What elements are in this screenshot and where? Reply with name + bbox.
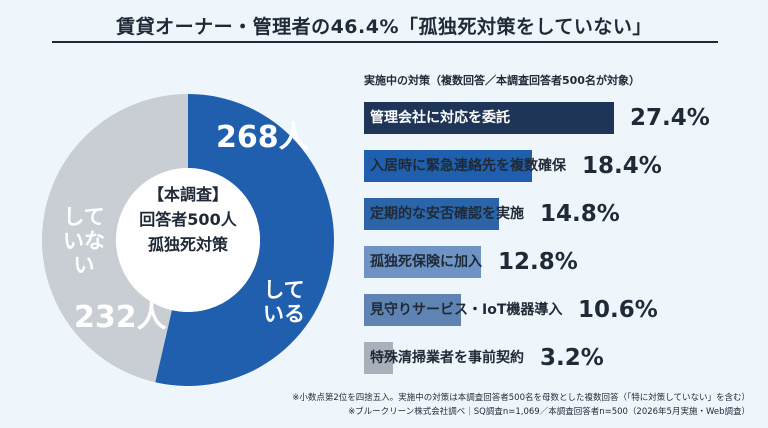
bar-row: 孤独死保険に加入 12.8%: [364, 246, 754, 278]
bar-value-label: 10.6%: [578, 297, 658, 323]
donut-center-label: 【本調査】 回答者500人 孤独死対策: [138, 182, 238, 257]
bar-row: 入居時に緊急連絡先を複数確保 18.4%: [364, 150, 754, 182]
bar: [364, 246, 481, 278]
bar: [364, 198, 499, 230]
bar-chart-title: 実施中の対策（複数回答／本調査回答者500名が対象）: [364, 74, 640, 87]
footnote-2: ※ブルークリーン株式会社調べ｜SQ調査n=1,069／本調査回答者n=500（2…: [348, 407, 750, 417]
donut-slice-0: [155, 94, 334, 386]
donut-slice-1: [41, 94, 188, 383]
bar-row: 特殊清掃業者を事前契約 3.2%: [364, 342, 754, 374]
slice-label-line: して: [263, 278, 305, 302]
center-line-1: 【本調査】: [147, 185, 228, 204]
bar-value-label: 3.2%: [540, 345, 604, 371]
center-line-2: 回答者500人: [139, 210, 237, 229]
bar-category-label: 管理会社に対応を委託: [370, 110, 510, 126]
bar-category-label: 定期的な安否確認を実施: [370, 206, 524, 222]
slice-label-line: いる: [263, 302, 305, 326]
bar-value-label: 18.4%: [582, 153, 662, 179]
bar: [364, 102, 614, 134]
bar-value-label: 27.4%: [630, 105, 710, 131]
bar: [364, 294, 461, 326]
bar-category-label: 見守りサービス・IoT機器導入: [370, 302, 563, 318]
bar-row: 定期的な安否確認を実施 14.8%: [364, 198, 754, 230]
bar-category-label: 特殊清掃業者を事前契約: [370, 350, 524, 366]
title-underline: [52, 41, 718, 43]
center-line-3: 孤独死対策: [147, 235, 228, 254]
bar-value-label: 14.8%: [540, 201, 620, 227]
bar-value-label: 12.8%: [498, 249, 578, 275]
slice-label-line: して: [63, 205, 105, 229]
donut-hole: [116, 168, 260, 312]
bar: [364, 342, 393, 374]
bar-category-label: 孤独死保険に加入: [370, 254, 482, 270]
slice-label-line: いない: [63, 229, 105, 277]
bar-row: 管理会社に対応を委託 27.4%: [364, 102, 754, 134]
footnote-1: ※小数点第2位を四捨五入。実施中の対策は本調査回答者500名を母数とした複数回答…: [292, 393, 750, 403]
bar: [364, 150, 532, 182]
slice-label-not-doing: して いない: [58, 205, 110, 277]
slice-value-doing: 268人: [216, 120, 309, 155]
slice-label-doing: して いる: [258, 278, 310, 326]
bar-row: 見守りサービス・IoT機器導入 10.6%: [364, 294, 754, 326]
bar-category-label: 入居時に緊急連絡先を複数確保: [370, 158, 566, 174]
slice-value-not-doing: 232人: [74, 300, 167, 335]
page-title: 賃貸オーナー・管理者の46.4%「孤独死対策をしていない」: [116, 16, 652, 38]
